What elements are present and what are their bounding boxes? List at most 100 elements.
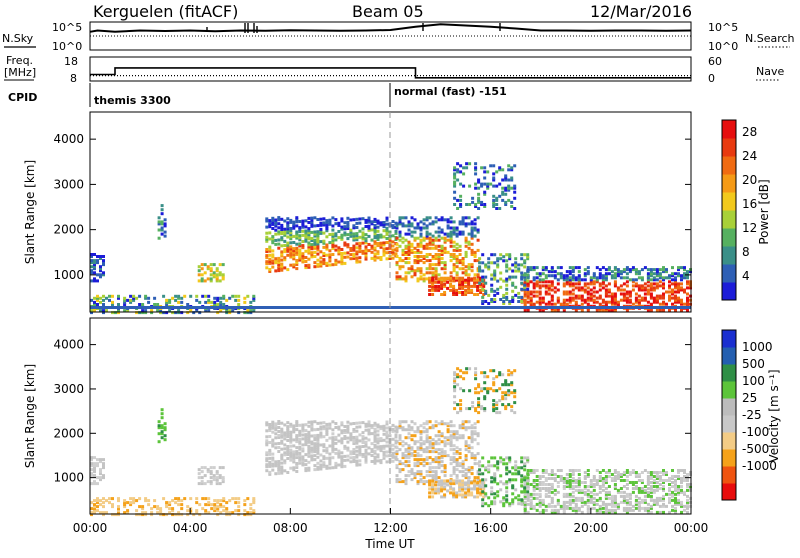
power-cell: [613, 266, 617, 270]
velocity-cell: [495, 375, 499, 379]
velocity-cell: [295, 446, 299, 450]
velocity-cell: [343, 425, 347, 428]
power-cell: [428, 238, 432, 242]
power-cell: [677, 288, 680, 292]
velocity-cell: [637, 473, 641, 476]
velocity-cell: [449, 491, 453, 495]
velocity-cell: [559, 475, 563, 478]
power-cell: [449, 216, 453, 220]
power-cell: [505, 277, 509, 281]
velocity-cell: [481, 490, 485, 494]
velocity-cell: [532, 481, 536, 484]
velocity-cell: [467, 485, 471, 489]
power-cell: [538, 284, 542, 288]
velocity-cell: [458, 452, 462, 456]
power-cell: [322, 245, 326, 249]
power-colorbar-tick: 20: [742, 173, 757, 187]
velocity-cell: [662, 485, 665, 488]
velocity-cell: [550, 498, 554, 502]
velocity-cell: [455, 481, 459, 485]
power-cell: [511, 281, 515, 285]
velocity-cell: [574, 496, 578, 500]
velocity-cell: [598, 504, 602, 508]
velocity-cell: [252, 501, 256, 505]
power-cell: [204, 300, 208, 304]
power-cell: [316, 238, 320, 242]
velocity-cell: [340, 465, 344, 469]
velocity-cell: [665, 504, 668, 508]
velocity-cell: [458, 489, 462, 493]
velocity-cell: [462, 371, 466, 375]
power-cell: [434, 216, 438, 220]
power-cell: [625, 308, 629, 312]
velocity-cell: [376, 437, 380, 441]
velocity-cell: [452, 458, 456, 462]
velocity-cell: [310, 440, 314, 444]
power-cell: [504, 174, 508, 178]
power-cell: [165, 303, 169, 306]
velocity-cell: [304, 469, 308, 473]
power-cell: [277, 256, 281, 260]
velocity-cell: [550, 496, 554, 500]
power-cell: [108, 294, 111, 298]
velocity-cell: [340, 423, 344, 427]
velocity-cell: [310, 422, 314, 426]
power-cell: [90, 311, 93, 315]
velocity-cell: [376, 433, 380, 437]
velocity-cell: [277, 436, 281, 439]
power-cell: [419, 250, 423, 254]
power-cell: [322, 254, 326, 257]
power-cell: [477, 180, 481, 184]
power-cell: [410, 242, 414, 246]
power-cell: [458, 261, 462, 265]
power-cell: [520, 263, 524, 267]
power-cell: [476, 216, 480, 220]
velocity-cell: [274, 460, 278, 464]
power-cell: [446, 280, 450, 284]
velocity-cell: [637, 500, 641, 504]
velocity-cell: [440, 432, 444, 436]
velocity-cell: [428, 450, 432, 454]
power-cell: [334, 232, 338, 236]
velocity-cell: [598, 477, 602, 480]
power-cell: [358, 250, 362, 254]
power-cell: [443, 271, 447, 275]
power-cell: [425, 255, 429, 258]
velocity-cell: [204, 509, 208, 513]
velocity-cell: [292, 452, 296, 456]
power-cell: [358, 246, 362, 249]
velocity-cell: [473, 438, 477, 442]
velocity-cell: [683, 477, 686, 480]
velocity-cell: [484, 468, 488, 472]
velocity-cell: [464, 442, 468, 446]
power-cell: [277, 260, 281, 264]
velocity-cell: [422, 458, 426, 462]
power-cell: [144, 296, 148, 300]
power-cell: [425, 253, 429, 256]
power-cell: [394, 252, 398, 256]
velocity-cell: [477, 411, 481, 415]
velocity-cell: [425, 458, 429, 462]
velocity-cell: [461, 493, 465, 497]
velocity-cell: [292, 468, 296, 472]
velocity-cell: [355, 449, 359, 453]
power-cell: [407, 267, 411, 271]
power-cell: [200, 267, 204, 271]
power-cell: [473, 276, 477, 280]
velocity-colorbar-tick: -25: [742, 408, 762, 422]
power-cell: [144, 311, 148, 315]
power-cell: [313, 265, 317, 269]
velocity-cell: [523, 464, 527, 468]
velocity-cell: [355, 439, 359, 443]
power-cell: [565, 278, 569, 282]
velocity-colorbar-tick: -1000: [742, 459, 777, 473]
power-cell: [349, 228, 353, 232]
power-cell: [428, 246, 432, 250]
power-cell: [477, 178, 481, 182]
power-cell: [601, 286, 605, 290]
power-cell: [379, 256, 383, 259]
velocity-cell: [159, 513, 163, 517]
velocity-cell: [523, 481, 527, 484]
power-cell: [480, 184, 484, 188]
velocity-cell: [562, 481, 566, 484]
